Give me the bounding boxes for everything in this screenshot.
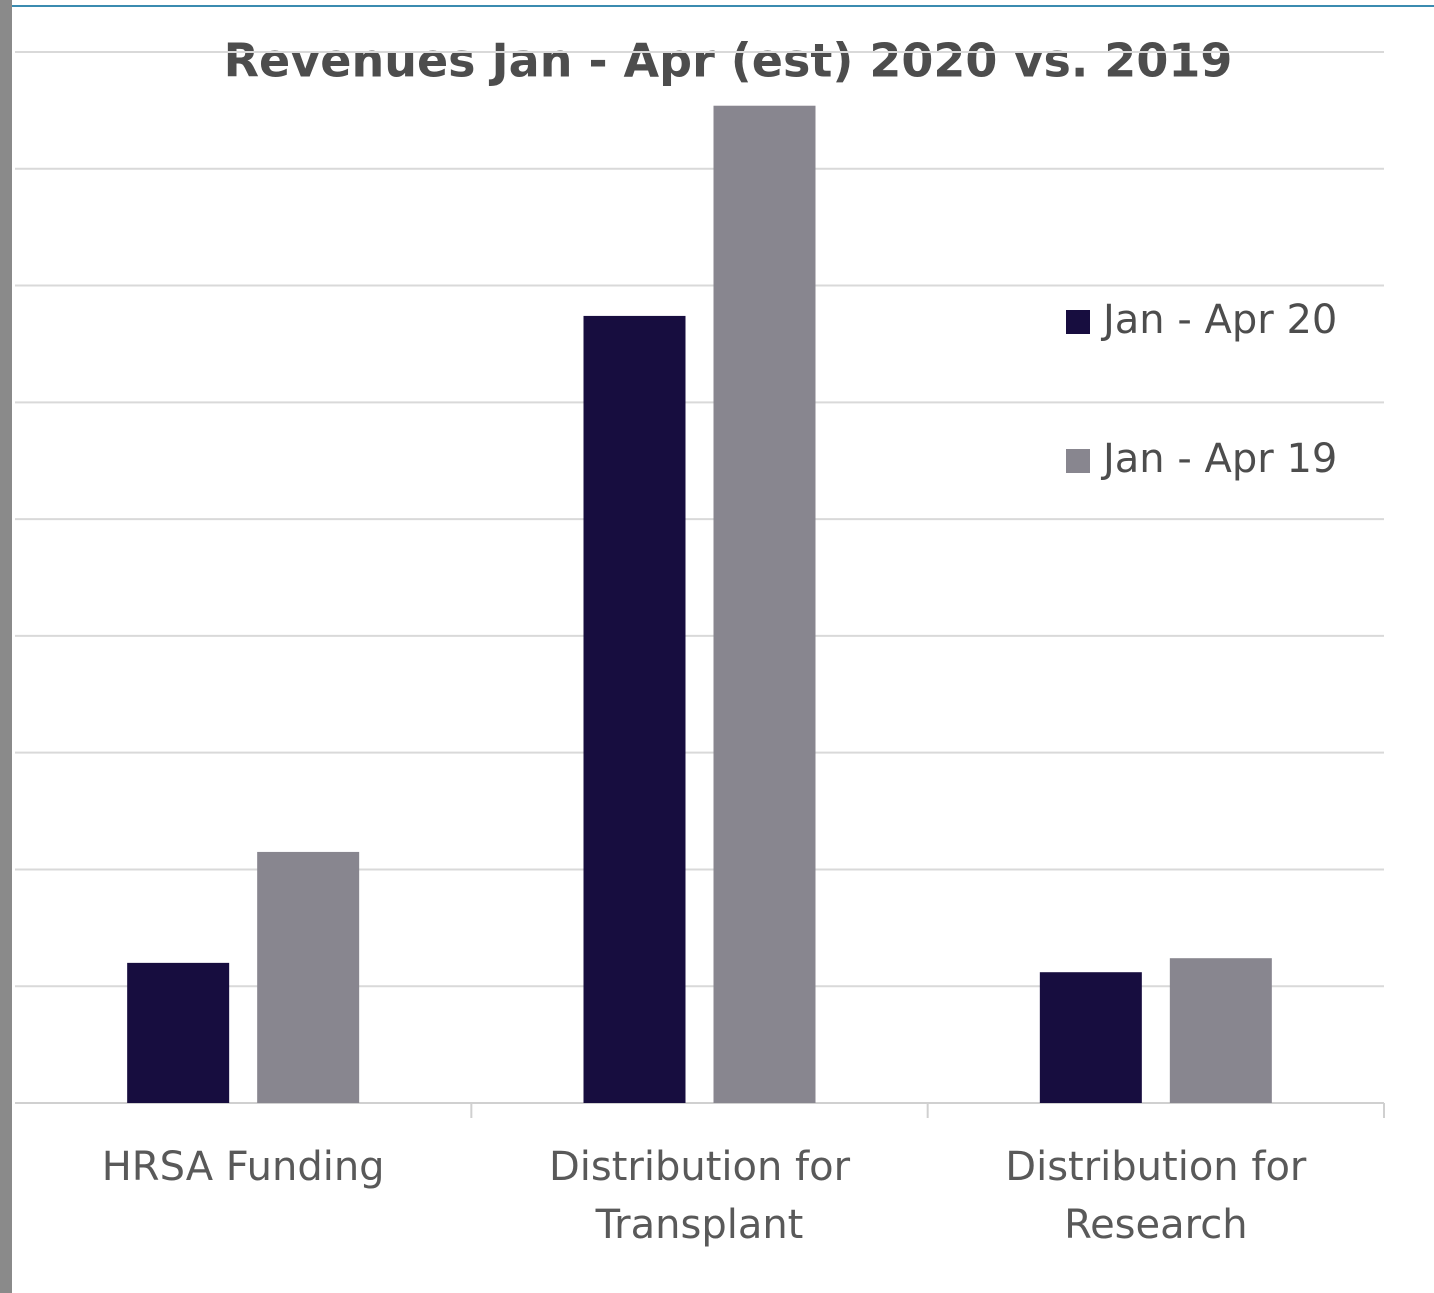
page-edge	[0, 0, 12, 1293]
legend-swatch	[1066, 310, 1090, 334]
bar	[1169, 958, 1272, 1103]
bar	[257, 851, 360, 1103]
legend-label: Jan - Apr 19	[1100, 436, 1337, 482]
bar	[1039, 972, 1142, 1103]
x-tick-label: HRSA Funding	[101, 1144, 385, 1190]
bar	[713, 105, 816, 1104]
legend-label: Jan - Apr 20	[1100, 297, 1337, 343]
x-tick-label: Distribution for Transplant	[548, 1144, 851, 1248]
bar	[583, 315, 686, 1103]
legend-swatch	[1066, 449, 1090, 473]
x-tick-label: Distribution for Research	[1005, 1144, 1307, 1248]
chart-title: Revenues Jan - Apr (est) 2020 vs. 2019	[224, 34, 1233, 88]
bar	[127, 962, 230, 1103]
